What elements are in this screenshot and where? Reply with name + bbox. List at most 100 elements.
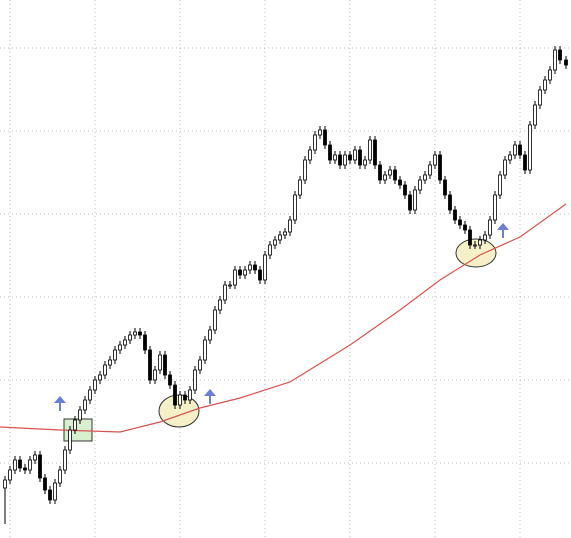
candle-body	[373, 139, 377, 166]
candle-body	[308, 149, 312, 161]
candle-body	[198, 359, 202, 371]
candle-body	[478, 239, 482, 246]
candle-body	[423, 174, 427, 181]
candle-body	[188, 389, 192, 401]
candle-body	[413, 189, 417, 211]
candle-body	[8, 469, 12, 481]
candle-body	[353, 149, 357, 161]
candle-body	[338, 154, 342, 166]
candle-body	[503, 159, 507, 176]
candle-body	[513, 144, 517, 156]
candle-body	[468, 229, 472, 246]
candle-body	[118, 344, 122, 351]
candle-body	[318, 129, 322, 136]
candle-body	[108, 359, 112, 366]
candle-body	[103, 364, 107, 376]
candle-body	[28, 459, 32, 471]
candle-body	[253, 264, 257, 271]
candle-body	[418, 179, 422, 191]
candle-body	[403, 184, 407, 196]
candle-body	[473, 244, 477, 247]
candle-body	[178, 394, 182, 406]
candle-body	[133, 331, 137, 336]
candle-body	[128, 334, 132, 341]
candle-body	[98, 374, 102, 381]
candle-body	[123, 339, 127, 346]
candle-body	[408, 194, 412, 211]
candle-body	[173, 384, 177, 406]
candle-body	[518, 144, 522, 156]
candle-body	[448, 194, 452, 211]
candle-body	[438, 154, 442, 181]
candle-body	[168, 374, 172, 386]
candle-body	[488, 219, 492, 236]
candle-body	[13, 459, 17, 471]
candle-body	[58, 469, 62, 484]
candle-body	[113, 349, 117, 361]
candle-body	[358, 149, 362, 166]
candle-body	[433, 154, 437, 166]
candle-body	[248, 264, 252, 271]
candle-body	[378, 164, 382, 181]
candle-body	[288, 219, 292, 233]
candle-body	[223, 284, 227, 301]
candle-body	[533, 104, 537, 126]
candle-body	[68, 429, 72, 451]
highlight-ellipse	[455, 238, 497, 268]
candle-body	[333, 154, 337, 161]
candle-body	[48, 489, 52, 501]
candle-body	[303, 159, 307, 181]
candle-body	[458, 219, 462, 226]
candle-body	[463, 224, 467, 231]
candle-body	[548, 69, 552, 81]
candle-body	[388, 169, 392, 176]
candle-body	[558, 49, 562, 61]
candle-body	[183, 394, 187, 401]
candle-body	[148, 349, 152, 381]
candle-body	[368, 139, 372, 161]
candle-body	[163, 354, 167, 376]
arrow-up	[204, 389, 216, 404]
candle-body	[543, 79, 547, 91]
candle-body	[153, 369, 157, 381]
candle-body	[18, 459, 22, 469]
candle-body	[553, 49, 557, 71]
candle-body	[228, 284, 232, 287]
candle-body	[218, 299, 222, 311]
candle-body	[383, 174, 387, 181]
candle-body	[138, 331, 142, 336]
candle-body	[88, 389, 92, 401]
candle-body	[158, 354, 162, 371]
candle-body	[268, 244, 272, 256]
candle-body	[493, 194, 497, 221]
candle-body	[238, 269, 242, 276]
candle-body	[348, 154, 352, 161]
annotations	[54, 223, 509, 442]
candle-body	[538, 89, 542, 106]
candle-body	[428, 164, 432, 176]
candle-body	[443, 179, 447, 196]
candle-body	[298, 179, 302, 196]
candle-body	[213, 309, 217, 331]
candle-body	[508, 154, 512, 161]
candle-body	[363, 159, 367, 166]
candle-body	[73, 419, 77, 431]
candle-body	[263, 254, 267, 281]
candle-body	[23, 467, 27, 471]
candle-body	[233, 269, 237, 286]
moving-average	[0, 203, 567, 433]
candle-body	[528, 124, 532, 171]
arrow-up	[54, 396, 66, 411]
candle-body	[328, 144, 332, 161]
candle-body	[323, 129, 327, 146]
candle-body	[293, 194, 297, 221]
candle-body	[78, 409, 82, 421]
candle-body	[273, 239, 277, 246]
candle-body	[83, 399, 87, 411]
candle-body	[208, 329, 212, 341]
candle-body	[53, 482, 57, 501]
candle-body	[43, 477, 47, 491]
candle-body	[393, 169, 397, 181]
candle-body	[278, 234, 282, 241]
candle-body	[258, 269, 262, 281]
